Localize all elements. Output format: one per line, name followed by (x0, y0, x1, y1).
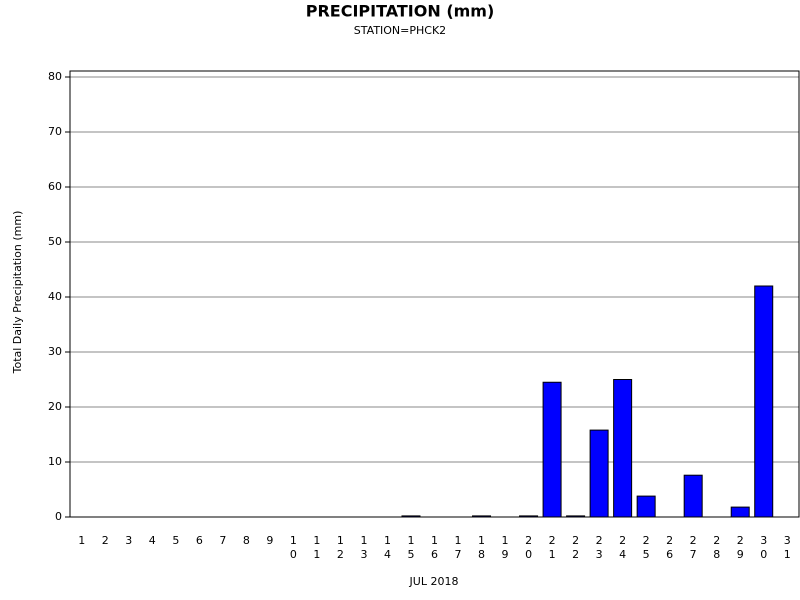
y-tick-label: 50 (48, 235, 62, 248)
x-tick-label: 8 (243, 534, 250, 547)
x-tick-label: 3 (125, 534, 132, 547)
bar (613, 379, 633, 518)
y-tick-label: 80 (48, 70, 62, 83)
y-tick-label: 60 (48, 180, 62, 193)
x-axis-label: JUL 2018 (409, 575, 459, 588)
plot-frame (69, 70, 800, 518)
bar (472, 515, 492, 518)
x-tick-label: 2 (102, 534, 109, 547)
y-tick-label: 0 (55, 510, 62, 523)
bar (401, 515, 421, 518)
bar (589, 429, 609, 518)
x-tick-label: 7 (219, 534, 226, 547)
x-tick-label: 9 (266, 534, 273, 547)
x-tick-label: 6 (196, 534, 203, 547)
x-tick-label: 4 (149, 534, 156, 547)
bar (566, 515, 586, 518)
bar (730, 506, 750, 518)
y-tick-label: 30 (48, 345, 62, 358)
y-tick-label: 70 (48, 125, 62, 138)
x-tick-label: 5 (172, 534, 179, 547)
chart-title: PRECIPITATION (mm) (306, 2, 495, 21)
y-tick-label: 20 (48, 400, 62, 413)
bar (542, 381, 562, 518)
y-tick-label: 10 (48, 455, 62, 468)
y-axis-label: Total Daily Precipitation (mm) (11, 211, 24, 375)
bar (754, 285, 774, 518)
bar (683, 474, 703, 518)
y-tick-label: 40 (48, 290, 62, 303)
bar (519, 515, 539, 518)
chart-subtitle: STATION=PHCK2 (354, 24, 446, 37)
x-tick-label: 1 (78, 534, 85, 547)
bar (636, 495, 656, 518)
